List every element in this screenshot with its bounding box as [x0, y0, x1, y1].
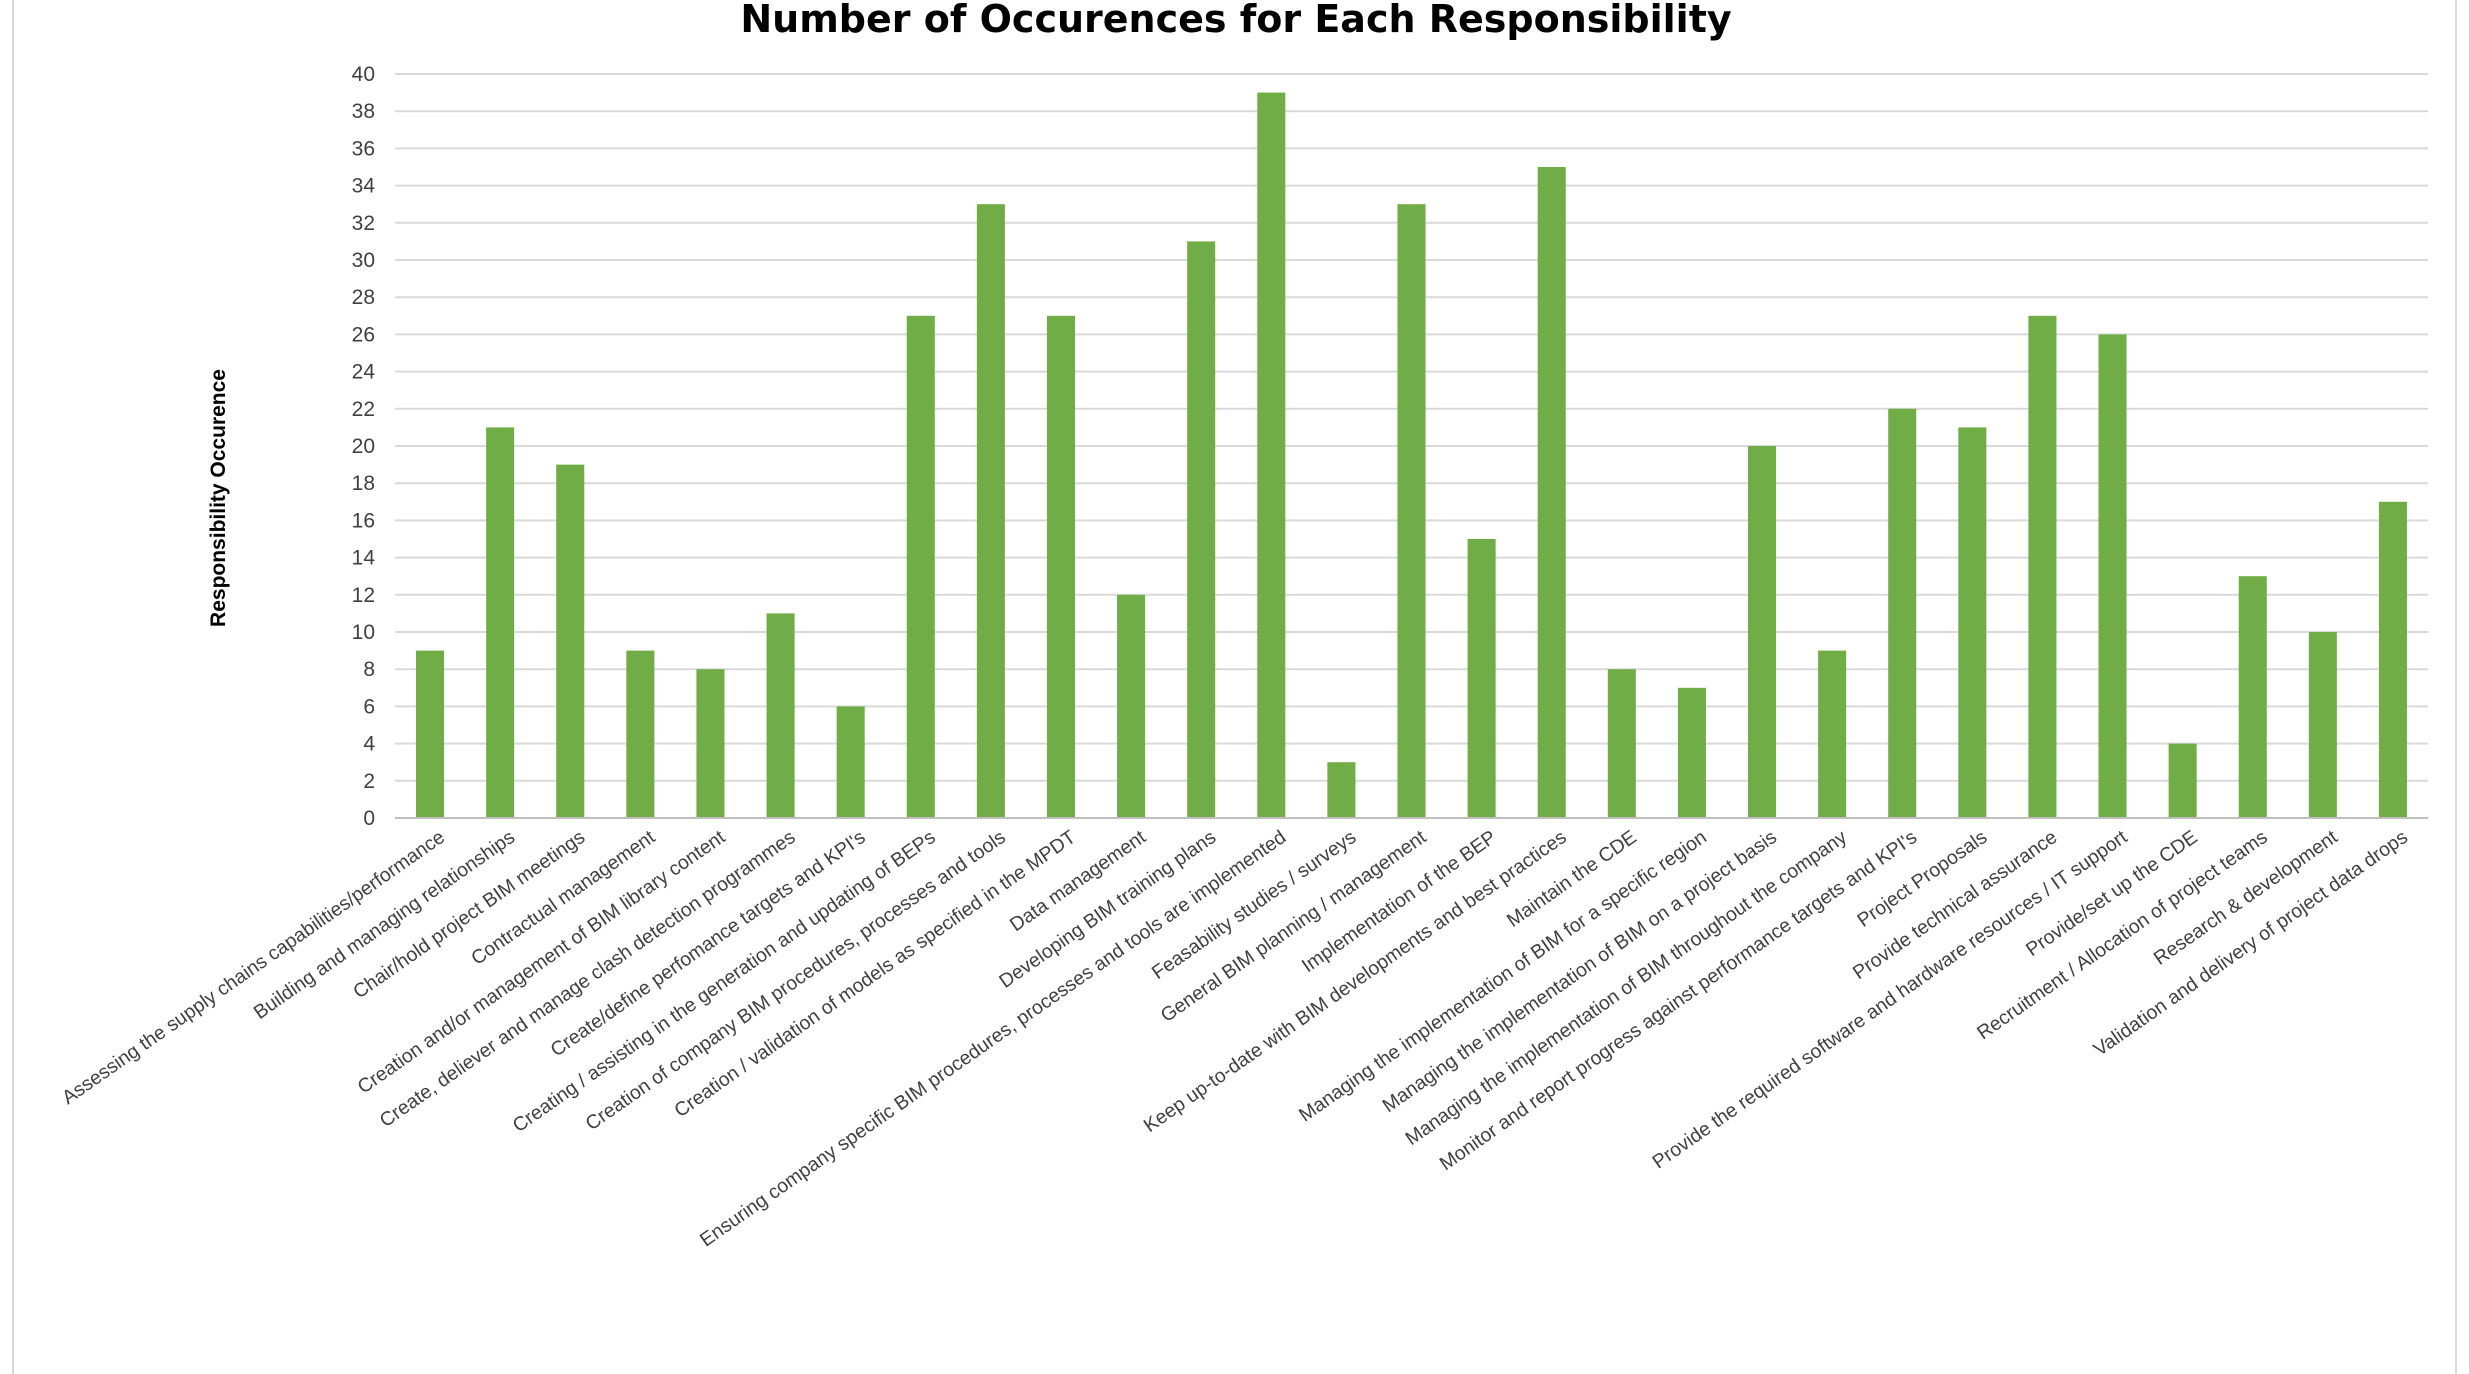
y-tick-label: 20 — [352, 435, 375, 458]
bar — [1327, 762, 1356, 818]
chart-title: Number of Occurences for Each Responsibi… — [740, 0, 1731, 41]
y-tick-label: 16 — [352, 509, 375, 532]
bars — [416, 92, 2407, 819]
y-tick-label: 40 — [352, 63, 375, 86]
bar — [626, 650, 655, 818]
bar — [836, 706, 865, 818]
bar — [766, 613, 795, 818]
y-tick-label: 10 — [352, 621, 375, 644]
y-tick-label: 26 — [352, 323, 375, 346]
bar — [486, 427, 515, 818]
bar — [2098, 334, 2127, 818]
bar — [1888, 408, 1917, 818]
bar — [1818, 650, 1847, 818]
bar — [1257, 92, 1286, 819]
bar — [1046, 315, 1076, 818]
bar — [416, 650, 445, 818]
y-tick-label: 36 — [352, 137, 375, 160]
y-tick-label: 24 — [352, 361, 376, 384]
y-axis-label: Responsibility Occurence — [207, 369, 230, 627]
bar — [2238, 576, 2267, 818]
y-tick-label: 22 — [352, 398, 375, 421]
bar — [696, 669, 725, 818]
bar — [1958, 427, 1987, 818]
y-tick-label: 2 — [363, 770, 375, 793]
bar — [556, 464, 585, 818]
bar — [976, 204, 1005, 818]
y-tick-label: 30 — [352, 249, 375, 272]
bar — [2308, 632, 2337, 818]
bar — [1537, 167, 1566, 818]
bar — [1397, 204, 1426, 818]
y-tick-label: 32 — [352, 212, 375, 235]
y-tick-label: 12 — [352, 584, 375, 607]
bar — [1187, 241, 1216, 818]
y-tick-label: 6 — [363, 695, 375, 718]
x-tick-labels: Assessing the supply chains capabilities… — [58, 826, 2412, 1252]
bar — [1607, 669, 1636, 818]
y-tick-label: 18 — [352, 472, 375, 495]
y-tick-label: 4 — [363, 733, 375, 756]
y-tick-label: 38 — [352, 100, 375, 123]
y-tick-label: 28 — [352, 286, 375, 309]
y-tick-label: 34 — [352, 175, 376, 198]
bar — [906, 315, 935, 818]
bar — [2378, 501, 2407, 818]
bar — [2168, 743, 2197, 818]
chart-frame — [12, 0, 2457, 1374]
bar — [1467, 539, 1496, 818]
bar — [1677, 687, 1706, 818]
bar — [1747, 446, 1777, 818]
bar — [1117, 594, 1146, 818]
bar — [2028, 315, 2057, 818]
y-tick-label: 14 — [352, 547, 376, 570]
y-tick-label: 8 — [363, 658, 375, 681]
y-tick-label: 0 — [363, 807, 375, 830]
